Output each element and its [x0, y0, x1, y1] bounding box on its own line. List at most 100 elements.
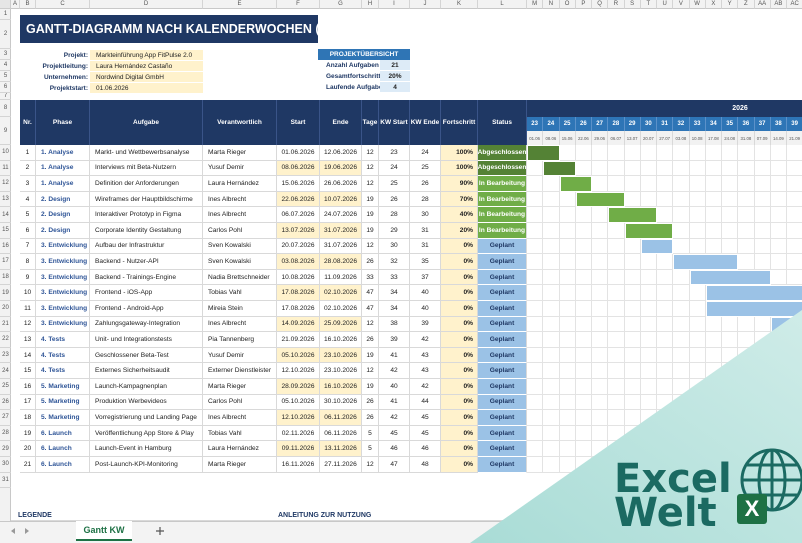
gantt-cell: [640, 332, 657, 348]
gantt-cell: [559, 363, 576, 379]
gantt-cell: [543, 238, 560, 255]
gantt-bar: [624, 223, 674, 239]
gantt-cell: [689, 145, 706, 161]
gantt-bar: [608, 207, 657, 223]
table-cell: 12.10.2026: [277, 363, 320, 379]
gantt-cell: [673, 145, 690, 161]
table-cell: 0%: [441, 410, 478, 426]
table-cell: 0%: [441, 254, 478, 270]
gantt-cell: [787, 207, 802, 223]
add-sheet-button[interactable]: [153, 524, 167, 538]
logo-globe: [740, 448, 802, 512]
gantt-cell: [608, 363, 625, 379]
gantt-cell: [608, 301, 625, 317]
gantt-cell: [543, 394, 560, 411]
gantt-cell: [543, 425, 560, 442]
table-cell: 0%: [441, 269, 478, 286]
sheet-tab[interactable]: Gantt KW: [76, 521, 132, 541]
table-cell: 40: [410, 285, 441, 301]
gantt-cell: [673, 269, 690, 286]
nav-arrows: [11, 528, 29, 534]
week-date: 03.08: [673, 131, 690, 145]
table-cell: 1: [20, 145, 36, 161]
table-header: Start: [277, 100, 320, 145]
gantt-cell: [673, 238, 690, 255]
gantt-cell: [527, 207, 544, 223]
table-cell: 0%: [441, 238, 478, 255]
gantt-cell: [559, 425, 576, 442]
table-cell: 2. Design: [36, 191, 90, 208]
gantt-cell: [705, 223, 722, 239]
table-cell: 43: [410, 363, 441, 379]
gantt-cell: [722, 191, 739, 208]
column-header: J: [410, 0, 441, 9]
gantt-cell: [754, 160, 771, 177]
column-header: M: [527, 0, 544, 9]
table-cell: 41: [379, 347, 410, 364]
table-cell: 3. Entwicklung: [36, 254, 90, 270]
plus-icon: [156, 527, 164, 535]
logo-icon: [737, 494, 767, 524]
table-header: KW Start: [379, 100, 410, 145]
gantt-cell: [575, 223, 592, 239]
gantt-cell: [673, 347, 690, 364]
gantt-cell: [608, 176, 625, 192]
gantt-cell: [738, 176, 755, 192]
table-cell: Abgeschlossen: [478, 160, 527, 177]
table-cell: 23: [379, 145, 410, 161]
row-header: 23: [0, 348, 11, 364]
row-header: 11: [0, 161, 11, 177]
gantt-cell: [592, 379, 609, 395]
table-cell: Geplant: [478, 363, 527, 379]
table-cell: 47: [379, 457, 410, 473]
gantt-cell: [738, 145, 755, 161]
gantt-cell: [770, 176, 787, 192]
table-cell: Geplant: [478, 425, 527, 442]
table-cell: 24.07.2026: [320, 207, 362, 223]
week-number: 26: [575, 117, 592, 131]
table-cell: 45: [379, 425, 410, 442]
table-cell: 08.06.2026: [277, 160, 320, 177]
table-cell: 6. Launch: [36, 441, 90, 457]
table-cell: 42: [410, 379, 441, 395]
table-cell: 4. Tests: [36, 347, 90, 364]
gantt-cell: [608, 254, 625, 270]
gantt-cell: [543, 363, 560, 379]
table-cell: 5. Marketing: [36, 410, 90, 426]
column-header: C: [36, 0, 90, 9]
row-header: 8: [0, 100, 11, 117]
column-header: S: [624, 0, 641, 9]
column-header: H: [362, 0, 379, 9]
table-cell: 1. Analyse: [36, 160, 90, 177]
table-cell: Carlos Pohl: [203, 394, 277, 411]
gantt-cell: [559, 332, 576, 348]
table-cell: 01.06.2026: [277, 145, 320, 161]
gantt-cell: [657, 285, 674, 301]
table-cell: 3: [20, 176, 36, 192]
week-date: 20.07: [640, 131, 657, 145]
row-header: 6: [0, 82, 11, 93]
table-cell: Pia Tannenberg: [203, 332, 277, 348]
gantt-cell: [754, 316, 771, 333]
gantt-cell: [689, 301, 706, 317]
gantt-cell: [575, 425, 592, 442]
gantt-cell: [559, 347, 576, 364]
column-header: K: [441, 0, 478, 9]
table-cell: 8: [20, 254, 36, 270]
logo-text: Excel: [614, 456, 732, 502]
empty-rows: [11, 488, 802, 521]
table-cell: 12: [362, 238, 379, 255]
table-cell: 02.11.2026: [277, 425, 320, 442]
gantt-cell: [689, 160, 706, 177]
table-cell: Geplant: [478, 269, 527, 286]
table-cell: 39: [379, 332, 410, 348]
table-cell: 6. Launch: [36, 457, 90, 473]
table-cell: Geplant: [478, 301, 527, 317]
week-number: 25: [559, 117, 576, 131]
gantt-cell: [608, 394, 625, 411]
table-cell: Geplant: [478, 457, 527, 473]
table-cell: 19: [20, 425, 36, 442]
table-cell: Vorregistrierung und Landing Page: [90, 410, 203, 426]
table-cell: 14.09.2026: [277, 316, 320, 333]
